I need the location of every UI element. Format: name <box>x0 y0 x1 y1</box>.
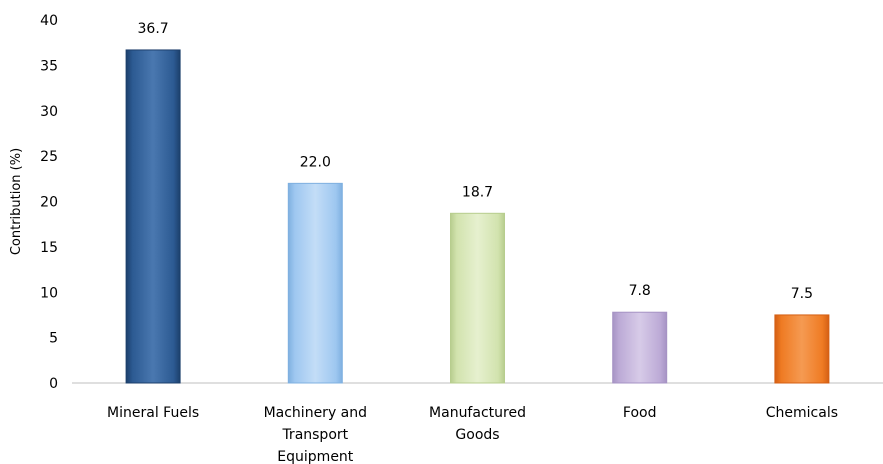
category-label-line: Chemicals <box>766 405 838 421</box>
y-tick-label: 30 <box>40 104 58 120</box>
y-tick-label: 0 <box>49 376 58 392</box>
bar <box>287 182 343 384</box>
data-labels: 36.7 22.0 18.7 7.8 7.5 <box>138 21 814 302</box>
category-label-line: Mineral Fuels <box>107 405 199 421</box>
y-axis-title: Contribution (%) <box>9 148 24 255</box>
category-label: Chemicals <box>766 405 838 421</box>
data-label: 18.7 <box>462 184 493 200</box>
bars <box>125 49 830 384</box>
category-labels: Mineral Fuels Machinery and Transport Equip… <box>107 405 838 464</box>
bar <box>612 311 668 384</box>
category-label: Food <box>623 405 657 421</box>
bar <box>774 314 830 384</box>
bar <box>125 49 181 384</box>
category-label-line: Transport <box>281 427 348 443</box>
data-label: 7.8 <box>629 283 651 299</box>
data-label: 36.7 <box>138 21 169 37</box>
category-label: Machinery and Transport Equipment <box>264 405 367 464</box>
category-label: Mineral Fuels <box>107 405 199 421</box>
y-tick-label: 5 <box>49 331 58 347</box>
y-tick-label: 40 <box>40 13 58 29</box>
category-label-line: Machinery and <box>264 405 367 421</box>
y-tick-label: 25 <box>40 149 58 165</box>
category-label-line: Manufactured <box>429 405 526 421</box>
data-label: 22.0 <box>300 154 331 170</box>
bar <box>450 212 505 384</box>
data-label: 7.5 <box>791 286 813 302</box>
category-label: Manufactured Goods <box>429 405 526 443</box>
y-tick-label: 20 <box>40 195 58 211</box>
y-tick-label: 10 <box>40 285 58 301</box>
y-axis-title-group: Contribution (%) <box>9 148 24 255</box>
y-tick-label: 15 <box>40 240 58 256</box>
category-label-line: Equipment <box>277 449 354 464</box>
y-tick-label: 35 <box>40 58 58 74</box>
category-label-line: Food <box>623 405 657 421</box>
category-label-line: Goods <box>455 427 499 443</box>
y-axis: 0 5 10 15 20 25 30 35 40 <box>40 13 58 392</box>
